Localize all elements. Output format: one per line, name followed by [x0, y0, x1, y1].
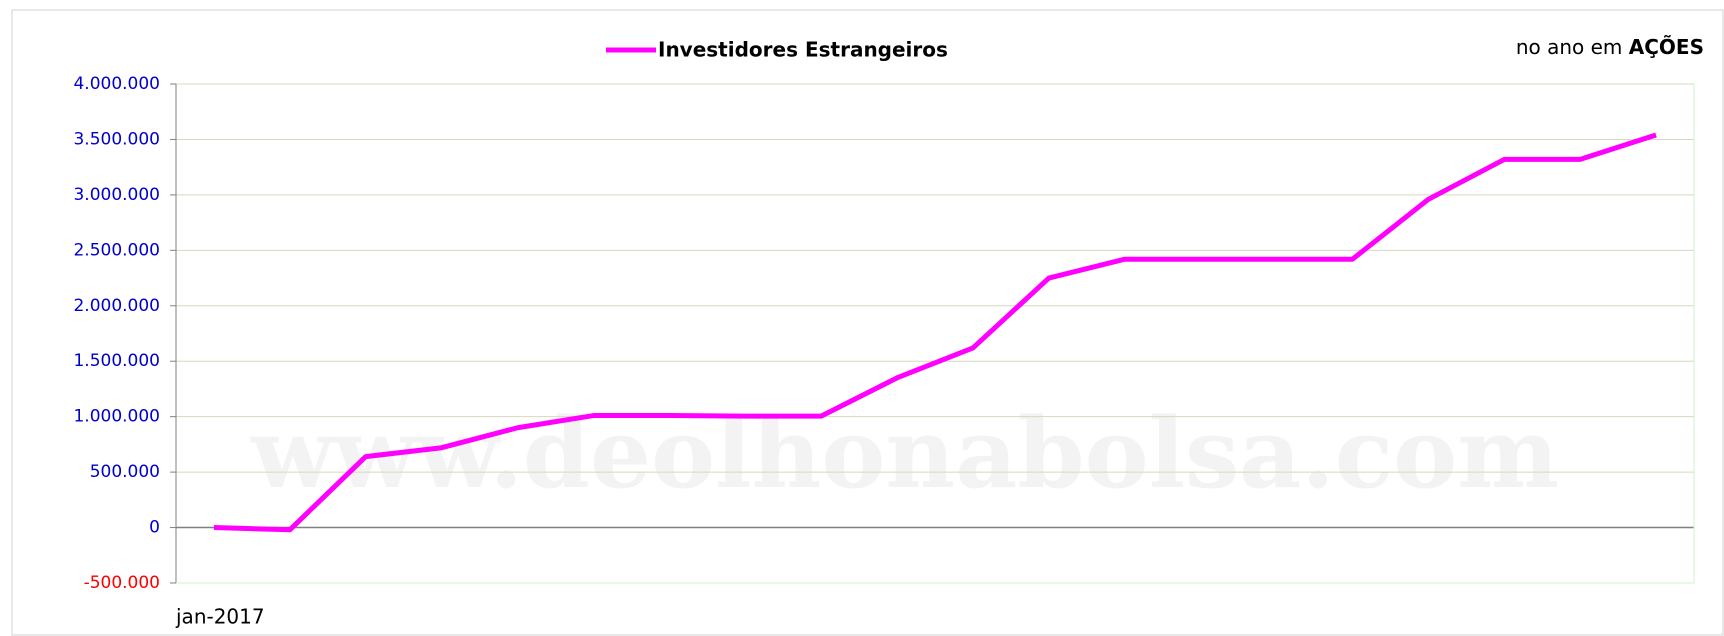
y-tick-label: 3.000.000 [73, 185, 160, 205]
line-series [213, 132, 1657, 533]
annotation: no ano em AÇÕES [1516, 35, 1704, 59]
y-tick-label: 0 [149, 518, 160, 538]
y-tick-label: 3.500.000 [73, 129, 160, 149]
legend-label: Investidores Estrangeiros [658, 38, 948, 62]
watermark: www.deolhonabolsa.com [250, 397, 1559, 510]
annotation-emphasis: AÇÕES [1629, 35, 1704, 59]
y-tick-label: 4.000.000 [73, 74, 160, 94]
y-tick-label: 2.500.000 [73, 240, 160, 260]
annotation-text: no ano em [1516, 35, 1623, 59]
x-tick-label: jan-2017 [175, 605, 265, 629]
y-tick-label: 2.000.000 [73, 296, 160, 316]
y-tick-label: 500.000 [90, 462, 160, 482]
chart-border [11, 9, 1724, 636]
y-tick-label: 1.500.000 [73, 351, 160, 371]
y-tick-label: 1.000.000 [73, 407, 160, 427]
y-tick-label: -500.000 [84, 573, 160, 593]
